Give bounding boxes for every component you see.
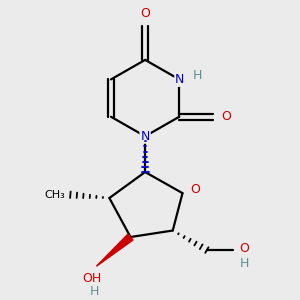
Text: N: N: [140, 130, 150, 143]
Text: H: H: [90, 285, 99, 298]
Text: H: H: [240, 257, 249, 270]
Text: H: H: [192, 69, 202, 82]
Text: O: O: [140, 7, 150, 20]
Text: O: O: [221, 110, 231, 123]
Text: OH: OH: [82, 272, 101, 285]
Polygon shape: [96, 234, 133, 266]
Text: CH₃: CH₃: [45, 190, 65, 200]
Text: N: N: [175, 73, 184, 86]
Text: O: O: [190, 183, 200, 196]
Text: O: O: [239, 242, 249, 255]
